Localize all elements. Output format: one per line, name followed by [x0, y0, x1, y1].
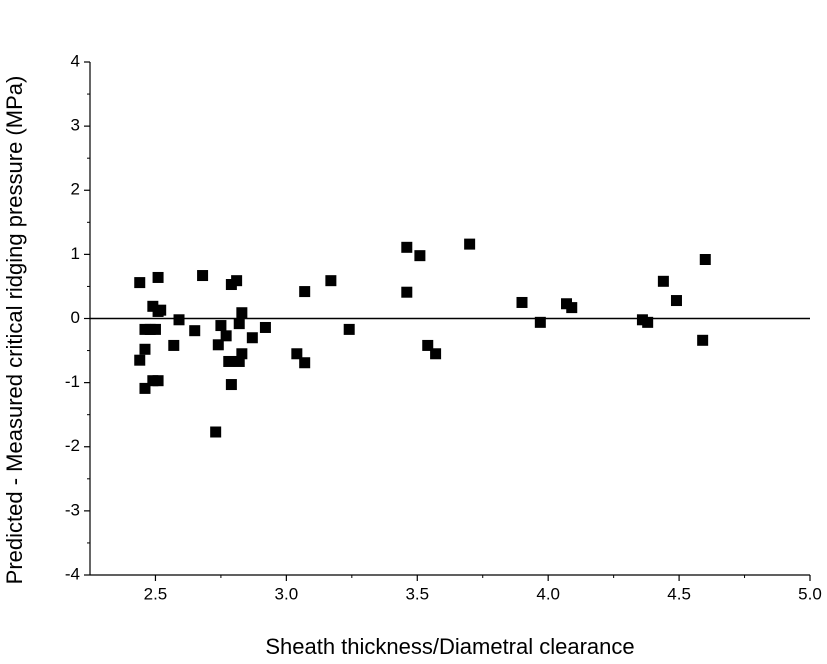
x-tick-label: 3.0 — [275, 584, 299, 603]
point — [220, 330, 232, 342]
y-tick-label: 3 — [71, 116, 80, 135]
y-tick-label: 4 — [71, 51, 80, 70]
point — [236, 348, 248, 360]
point — [699, 254, 711, 266]
point — [516, 296, 528, 308]
y-tick-label: -3 — [65, 500, 80, 519]
point — [168, 339, 180, 351]
point — [134, 354, 146, 366]
point — [236, 307, 248, 319]
point — [414, 250, 426, 262]
point — [259, 321, 271, 333]
point — [291, 348, 303, 360]
point — [197, 270, 209, 282]
point — [233, 355, 245, 367]
y-tick-label: -2 — [65, 436, 80, 455]
point — [642, 316, 654, 328]
point — [566, 302, 578, 314]
x-tick-label: 5.0 — [798, 584, 822, 603]
x-tick-label: 2.5 — [144, 584, 168, 603]
y-tick-label: 0 — [71, 308, 80, 327]
point — [246, 332, 258, 344]
point — [343, 323, 355, 335]
point — [534, 316, 546, 328]
point — [670, 295, 682, 307]
point — [189, 325, 201, 337]
point — [231, 275, 243, 287]
y-tick-label: -1 — [65, 372, 80, 391]
point — [223, 355, 235, 367]
y-tick-label: 1 — [71, 244, 80, 263]
point — [299, 357, 311, 369]
point — [152, 375, 164, 387]
point — [149, 323, 161, 335]
y-tick-label: -4 — [65, 564, 80, 583]
point — [401, 286, 413, 298]
point — [215, 320, 227, 332]
x-tick-label: 4.0 — [536, 584, 560, 603]
point — [225, 379, 237, 391]
point — [430, 348, 442, 360]
point — [139, 343, 151, 355]
point — [210, 426, 222, 438]
x-axis-label: Sheath thickness/Diametral clearance — [265, 634, 634, 659]
point — [464, 238, 476, 250]
point — [173, 314, 185, 326]
x-tick-label: 4.5 — [667, 584, 691, 603]
point — [401, 241, 413, 253]
point — [152, 271, 164, 283]
x-tick-label: 3.5 — [405, 584, 429, 603]
point — [233, 318, 245, 330]
point — [155, 304, 167, 316]
y-axis-label: Predicted - Measured critical ridging pr… — [2, 76, 27, 585]
point — [697, 334, 709, 346]
point — [139, 382, 151, 394]
point — [299, 286, 311, 298]
point — [134, 277, 146, 289]
point — [212, 339, 224, 351]
point — [422, 339, 434, 351]
point — [657, 275, 669, 287]
y-tick-label: 2 — [71, 180, 80, 199]
point — [325, 275, 337, 287]
